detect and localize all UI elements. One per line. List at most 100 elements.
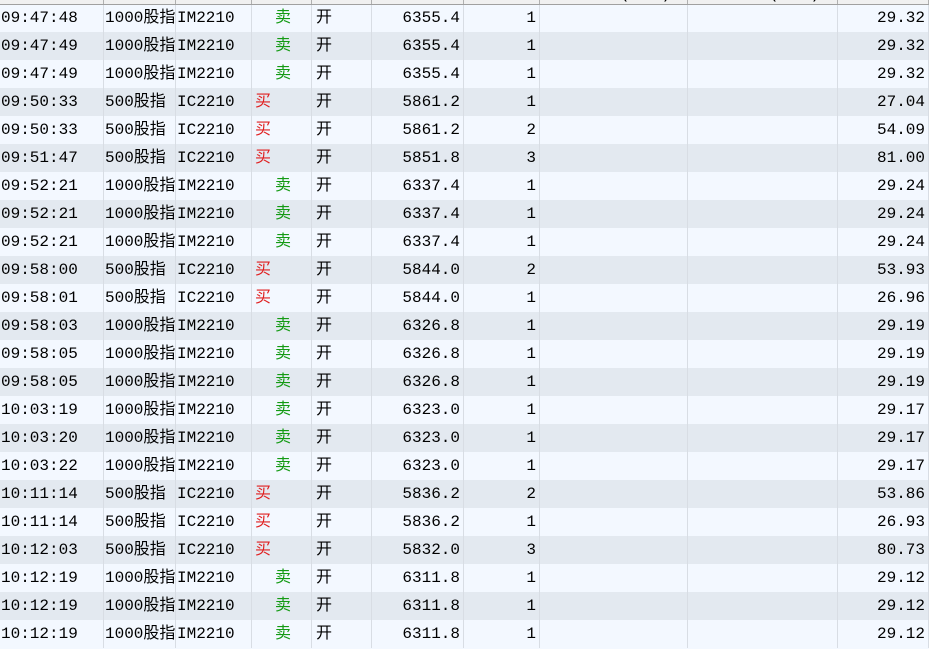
price-cell: 6323.0 <box>372 396 464 424</box>
volume-cell: 1 <box>464 88 540 116</box>
side-cell: 买 <box>252 508 312 536</box>
time-cell: 09:52:21 <box>0 228 104 256</box>
table-row[interactable]: 09:52:21 1000股指 IM2210 卖开 6337.4 1 29.24 <box>0 228 929 256</box>
column-header[interactable]: 开平 <box>312 0 372 4</box>
time-cell: 09:47:48 <box>0 4 104 32</box>
table-row[interactable]: 09:58:00 500股指 IC2210 买开 5844.0 2 53.93 <box>0 256 929 284</box>
contract-cell: IM2210 <box>176 60 252 88</box>
table-row[interactable]: 09:47:49 1000股指 IM2210 卖开 6355.4 1 29.32 <box>0 32 929 60</box>
empty-cell <box>540 256 688 284</box>
product-cell: 500股指 <box>104 116 176 144</box>
empty-cell <box>688 172 838 200</box>
contract-cell: IM2210 <box>176 228 252 256</box>
fee-cell: 29.12 <box>838 620 929 648</box>
table-row[interactable]: 09:58:05 1000股指 IM2210 卖开 6326.8 1 29.19 <box>0 368 929 396</box>
side-cell: 买 <box>252 256 312 284</box>
table-row[interactable]: 10:03:19 1000股指 IM2210 卖开 6323.0 1 29.17 <box>0 396 929 424</box>
column-header[interactable]: 品种 <box>104 0 176 4</box>
volume-cell: 1 <box>464 200 540 228</box>
table-row[interactable]: 10:11:14 500股指 IC2210 买开 5836.2 1 26.93 <box>0 508 929 536</box>
contract-cell: IC2210 <box>176 480 252 508</box>
empty-cell <box>688 368 838 396</box>
table-row[interactable]: 09:51:47 500股指 IC2210 买开 5851.8 3 81.00 <box>0 144 929 172</box>
fee-cell: 29.12 <box>838 592 929 620</box>
volume-cell: 1 <box>464 564 540 592</box>
open-close-cell: 开 <box>312 536 372 564</box>
table-row[interactable]: 09:50:33 500股指 IC2210 买开 5861.2 2 54.09 <box>0 116 929 144</box>
open-close-cell: 开 <box>312 424 372 452</box>
empty-cell <box>540 396 688 424</box>
column-header[interactable]: 平仓盈亏(逐笔) <box>540 0 688 4</box>
product-cell: 1000股指 <box>104 200 176 228</box>
table-row[interactable]: 10:03:22 1000股指 IM2210 卖开 6323.0 1 29.17 <box>0 452 929 480</box>
table-row[interactable]: 10:12:19 1000股指 IM2210 卖开 6311.8 1 29.12 <box>0 620 929 648</box>
open-close-cell: 开 <box>312 592 372 620</box>
table-row[interactable]: 09:47:48 1000股指 IM2210 卖开 6355.4 1 29.32 <box>0 4 929 32</box>
volume-cell: 1 <box>464 592 540 620</box>
fee-cell: 29.32 <box>838 60 929 88</box>
empty-cell <box>688 200 838 228</box>
empty-cell <box>688 452 838 480</box>
fee-cell: 29.19 <box>838 340 929 368</box>
time-cell: 09:51:47 <box>0 144 104 172</box>
time-cell: 09:58:05 <box>0 368 104 396</box>
side-cell: 买 <box>252 88 312 116</box>
empty-cell <box>540 116 688 144</box>
open-close-cell: 开 <box>312 396 372 424</box>
fee-cell: 29.32 <box>838 32 929 60</box>
price-cell: 6326.8 <box>372 368 464 396</box>
volume-cell: 2 <box>464 256 540 284</box>
product-cell: 500股指 <box>104 256 176 284</box>
column-header[interactable]: 合约 <box>176 0 252 4</box>
fee-cell: 53.93 <box>838 256 929 284</box>
column-header[interactable]: 时间 <box>0 0 104 4</box>
empty-cell <box>688 564 838 592</box>
fee-cell: 29.24 <box>838 172 929 200</box>
table-row[interactable]: 09:52:21 1000股指 IM2210 卖开 6337.4 1 29.24 <box>0 200 929 228</box>
fee-cell: 29.17 <box>838 396 929 424</box>
empty-cell <box>540 368 688 396</box>
product-cell: 1000股指 <box>104 452 176 480</box>
table-row[interactable]: 10:03:20 1000股指 IM2210 卖开 6323.0 1 29.17 <box>0 424 929 452</box>
side-cell: 卖 <box>252 564 312 592</box>
table-row[interactable]: 09:52:21 1000股指 IM2210 卖开 6337.4 1 29.24 <box>0 172 929 200</box>
contract-cell: IM2210 <box>176 340 252 368</box>
table-row[interactable]: 10:11:14 500股指 IC2210 买开 5836.2 2 53.86 <box>0 480 929 508</box>
side-cell: 卖 <box>252 200 312 228</box>
fee-cell: 29.17 <box>838 424 929 452</box>
empty-cell <box>688 60 838 88</box>
open-close-cell: 开 <box>312 32 372 60</box>
price-cell: 5861.2 <box>372 116 464 144</box>
empty-cell <box>688 424 838 452</box>
side-cell: 卖 <box>252 4 312 32</box>
product-cell: 500股指 <box>104 284 176 312</box>
table-row[interactable]: 09:58:01 500股指 IC2210 买开 5844.0 1 26.96 <box>0 284 929 312</box>
column-header[interactable]: 成交量 <box>464 0 540 4</box>
side-cell: 卖 <box>252 32 312 60</box>
price-cell: 6355.4 <box>372 32 464 60</box>
column-header[interactable]: 平仓盈亏(盯市) <box>688 0 838 4</box>
table-row[interactable]: 10:12:03 500股指 IC2210 买开 5832.0 3 80.73 <box>0 536 929 564</box>
price-cell: 6311.8 <box>372 620 464 648</box>
table-row[interactable]: 10:12:19 1000股指 IM2210 卖开 6311.8 1 29.12 <box>0 564 929 592</box>
column-header[interactable]: 成交价 <box>372 0 464 4</box>
product-cell: 1000股指 <box>104 172 176 200</box>
time-cell: 10:03:19 <box>0 396 104 424</box>
table-row[interactable]: 09:50:33 500股指 IC2210 买开 5861.2 1 27.04 <box>0 88 929 116</box>
side-cell: 卖 <box>252 620 312 648</box>
empty-cell <box>540 32 688 60</box>
time-cell: 09:47:49 <box>0 60 104 88</box>
table-row[interactable]: 09:47:49 1000股指 IM2210 卖开 6355.4 1 29.32 <box>0 60 929 88</box>
contract-cell: IM2210 <box>176 312 252 340</box>
product-cell: 1000股指 <box>104 32 176 60</box>
column-header[interactable]: 买卖 <box>252 0 312 4</box>
table-row[interactable]: 10:12:19 1000股指 IM2210 卖开 6311.8 1 29.12 <box>0 592 929 620</box>
side-cell: 买 <box>252 144 312 172</box>
volume-cell: 1 <box>464 368 540 396</box>
product-cell: 1000股指 <box>104 340 176 368</box>
table-row[interactable]: 09:58:03 1000股指 IM2210 卖开 6326.8 1 29.19 <box>0 312 929 340</box>
table-row[interactable]: 09:58:05 1000股指 IM2210 卖开 6326.8 1 29.19 <box>0 340 929 368</box>
open-close-cell: 开 <box>312 452 372 480</box>
column-header[interactable]: 手续费 <box>838 0 929 4</box>
open-close-cell: 开 <box>312 256 372 284</box>
